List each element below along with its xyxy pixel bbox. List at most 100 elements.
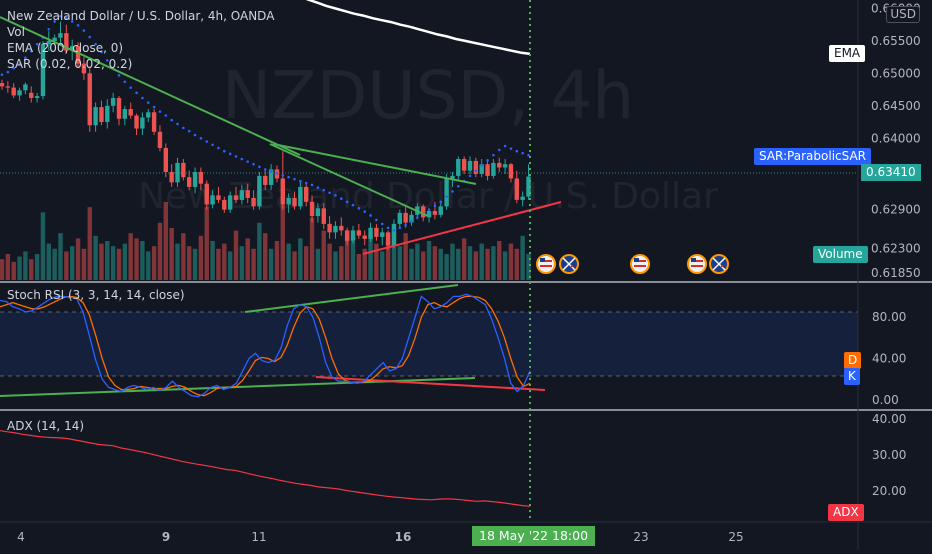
price-tick-label: 0.64000 bbox=[871, 131, 921, 145]
sar-dot bbox=[234, 155, 238, 158]
legend-vol[interactable]: Vol bbox=[7, 25, 25, 39]
us-flag-event-icon[interactable] bbox=[630, 254, 650, 274]
volume-bar bbox=[461, 238, 467, 280]
sar-dot bbox=[100, 50, 103, 54]
volume-bar bbox=[485, 248, 490, 280]
candle-body bbox=[46, 40, 51, 45]
symbol-title[interactable]: New Zealand Dollar / U.S. Dollar, 4h, OA… bbox=[7, 9, 275, 23]
event-icons[interactable] bbox=[536, 254, 729, 274]
stoch-trendline-red[interactable] bbox=[315, 376, 546, 391]
price-tick-label: 0.62900 bbox=[871, 203, 921, 217]
candle-body bbox=[362, 235, 367, 239]
watermark-sub: New Zealand Dollar / U.S. Dollar bbox=[138, 176, 718, 217]
candle-body bbox=[198, 171, 204, 184]
stoch-axis-ticks[interactable]: 80.00 40.00 0.00 bbox=[872, 310, 906, 407]
candle-body bbox=[29, 92, 34, 99]
stoch-title[interactable]: Stoch RSI (3, 3, 14, 14, close) bbox=[7, 288, 185, 302]
candle-body bbox=[187, 177, 192, 187]
candle-body bbox=[5, 86, 11, 88]
candle-body bbox=[333, 225, 338, 233]
candle-body bbox=[350, 230, 356, 241]
sar-dot bbox=[316, 186, 320, 189]
price-tick-label: 0.65000 bbox=[871, 66, 921, 80]
candle-body bbox=[286, 197, 291, 205]
candle-body bbox=[52, 37, 57, 41]
candle-body bbox=[128, 109, 133, 116]
sar-dot bbox=[351, 203, 355, 207]
candle-body bbox=[438, 206, 443, 215]
candle-body bbox=[257, 175, 262, 207]
sar-dot bbox=[497, 148, 501, 152]
volume-bar bbox=[274, 241, 280, 280]
volume-bar bbox=[520, 235, 525, 280]
sar-dot bbox=[76, 24, 80, 27]
price-tick-label: 0.62300 bbox=[871, 242, 921, 256]
legend-sar[interactable]: SAR (0.02, 0.02, 0.2) bbox=[7, 57, 133, 71]
sar-dot bbox=[164, 114, 168, 117]
candle-body bbox=[239, 190, 245, 200]
legend-ema[interactable]: EMA (200, close, 0) bbox=[7, 41, 124, 55]
candle-body bbox=[356, 230, 362, 236]
sar-dot bbox=[193, 133, 197, 137]
adx-title[interactable]: ADX (14, 14) bbox=[7, 419, 85, 433]
candle-body bbox=[75, 46, 81, 64]
sar-dot bbox=[521, 151, 524, 155]
volume-bar bbox=[0, 259, 5, 280]
sar-dot bbox=[199, 136, 203, 140]
candle-body bbox=[122, 109, 128, 119]
candle-body bbox=[491, 162, 496, 176]
price-axis-ticks[interactable]: 0.660000.655000.650000.645000.640000.635… bbox=[871, 1, 921, 280]
sar-dot bbox=[176, 122, 179, 126]
watermark-main: NZDUSD, 4h bbox=[222, 57, 634, 134]
volume-bar bbox=[397, 246, 402, 280]
sar-dot bbox=[293, 177, 296, 181]
candle-body bbox=[222, 199, 227, 210]
us-flag-event-icon[interactable] bbox=[536, 254, 556, 274]
volume-bar bbox=[432, 246, 438, 280]
volume-bar bbox=[456, 248, 461, 280]
candle-body bbox=[409, 214, 414, 223]
time-tick-label: 9 bbox=[162, 530, 170, 544]
currency-button[interactable]: USD bbox=[886, 6, 920, 23]
volume-bar bbox=[99, 243, 104, 280]
trendline-down-2[interactable] bbox=[269, 143, 429, 217]
trendline-down-1[interactable] bbox=[0, 16, 301, 156]
stoch-band bbox=[0, 312, 858, 376]
volume-bar bbox=[292, 251, 297, 280]
candle-body bbox=[421, 206, 426, 218]
candle-body bbox=[146, 112, 151, 118]
time-axis-ticks[interactable]: 4 9 11 16 23 25 bbox=[17, 530, 743, 544]
trendline-resistance[interactable] bbox=[272, 143, 477, 185]
candle-body bbox=[81, 63, 87, 74]
sar-dot bbox=[240, 157, 244, 161]
sar-dot bbox=[35, 42, 39, 46]
volume-bar bbox=[391, 228, 397, 280]
trendlines[interactable] bbox=[0, 16, 562, 397]
sar-dot bbox=[106, 59, 109, 62]
candle-body bbox=[23, 84, 28, 91]
sar-dot bbox=[182, 126, 185, 130]
stoch-trendline-upper[interactable] bbox=[244, 284, 459, 313]
candle-body bbox=[169, 171, 174, 183]
adx-axis-ticks[interactable]: 40.00 30.00 20.00 bbox=[872, 412, 906, 498]
nz-flag-event-icon[interactable] bbox=[709, 254, 729, 274]
volume-bar bbox=[175, 243, 180, 280]
volume-bar bbox=[210, 241, 215, 280]
candle-body bbox=[157, 131, 163, 148]
trendline-support[interactable] bbox=[362, 201, 562, 255]
candle-body bbox=[315, 208, 321, 217]
nz-flag-event-icon[interactable] bbox=[559, 254, 579, 274]
volume-bar bbox=[479, 243, 484, 280]
candle-body bbox=[245, 190, 250, 198]
time-tick-label: 25 bbox=[728, 530, 743, 544]
candle-body bbox=[403, 212, 408, 223]
us-flag-event-icon[interactable] bbox=[687, 254, 707, 274]
volume-bar bbox=[181, 233, 186, 280]
candle-body bbox=[520, 196, 525, 200]
volume-bar bbox=[385, 238, 391, 280]
candle-body bbox=[227, 195, 233, 210]
candle-body bbox=[116, 98, 122, 119]
candle-body bbox=[374, 227, 379, 237]
